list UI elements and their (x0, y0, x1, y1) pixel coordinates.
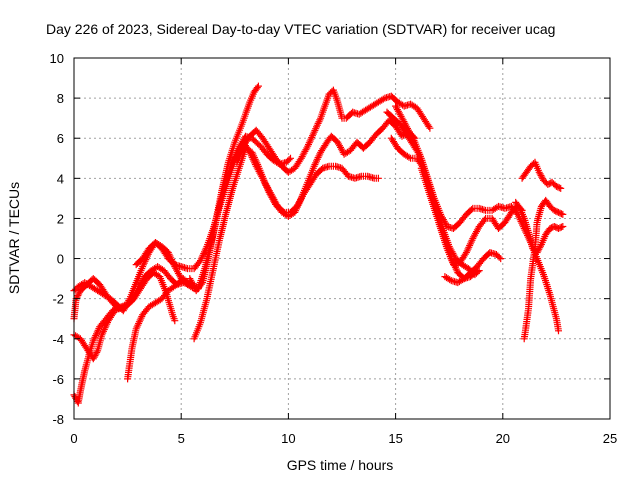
series-track-15 (441, 249, 505, 287)
chart-title: Day 226 of 2023, Sidereal Day-to-day VTE… (46, 21, 555, 37)
y-tick-label: 0 (57, 252, 64, 267)
plot-frame (73, 57, 611, 420)
series-track-16 (518, 158, 565, 192)
y-tick-label: -4 (52, 332, 64, 347)
y-tick-label: 4 (57, 171, 64, 186)
data-point-markers (417, 164, 526, 269)
series-track-18 (512, 198, 567, 256)
series-track-17 (520, 196, 567, 343)
y-tick-label: 6 (57, 131, 64, 146)
y-tick-label: -6 (52, 372, 64, 387)
series-track-8 (190, 144, 382, 343)
y-tick-label: 2 (57, 211, 64, 226)
data-point-markers (70, 239, 198, 315)
data-point-markers (520, 196, 567, 343)
data-markers (70, 82, 567, 407)
y-tick-label: 8 (57, 91, 64, 106)
x-tick-label: 25 (603, 431, 617, 446)
series-track-5 (124, 279, 200, 383)
data-point-markers (190, 144, 382, 343)
data-point-markers (512, 198, 567, 256)
series-track-10 (233, 86, 434, 176)
x-tick-label: 20 (496, 431, 510, 446)
data-point-markers (124, 279, 200, 383)
y-tick-label: -8 (52, 412, 64, 427)
data-point-markers (233, 86, 434, 176)
x-tick-label: 0 (70, 431, 77, 446)
data-point-markers (518, 158, 565, 192)
series-track-14 (417, 164, 526, 269)
y-tick-label: 10 (50, 51, 64, 66)
series-track-2 (70, 239, 198, 315)
y-axis-label: SDTVAR / TECUs (6, 182, 22, 294)
x-tick-label: 15 (388, 431, 402, 446)
x-axis-label: GPS time / hours (287, 457, 394, 473)
data-point-markers (441, 249, 505, 287)
axis-ticks: 0 5 10 15 20 25 -8 -6 -4 -2 0 2 4 6 8 10 (50, 51, 618, 446)
y-tick-label: -2 (52, 292, 64, 307)
x-tick-label: 5 (178, 431, 185, 446)
x-tick-label: 10 (281, 431, 295, 446)
